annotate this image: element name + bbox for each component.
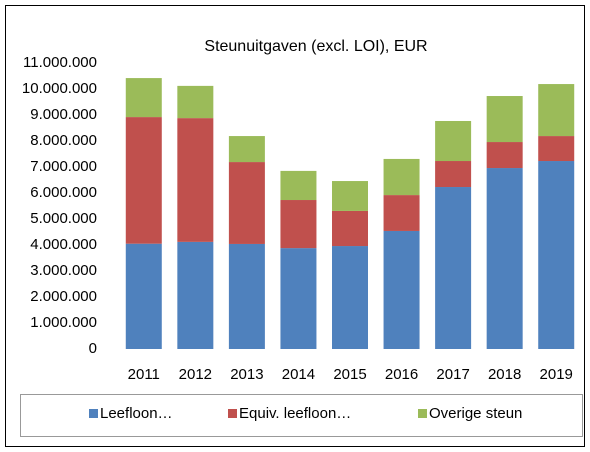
bar-segment xyxy=(125,78,162,118)
bar-segment xyxy=(538,161,575,349)
bar-segment xyxy=(177,118,214,242)
x-tick-label: 2018 xyxy=(488,366,521,383)
bar-segment xyxy=(332,210,368,247)
bar-segment xyxy=(486,168,523,349)
y-tick-label: 7.000.000 xyxy=(30,158,97,175)
bar-segment xyxy=(435,120,472,162)
bar-segment xyxy=(228,162,265,244)
x-tick-label: 2013 xyxy=(230,366,263,383)
bar-segment xyxy=(332,246,368,349)
legend-swatch xyxy=(228,409,237,418)
bar-segment xyxy=(280,200,317,249)
x-tick-label: 2016 xyxy=(385,366,418,383)
y-tick-label: 3.000.000 xyxy=(30,262,97,279)
bar-segment xyxy=(538,136,575,162)
y-tick-label: 10.000.000 xyxy=(22,80,97,97)
bar-segment xyxy=(177,241,214,349)
y-tick-label: 0 xyxy=(89,340,97,357)
bar-segment xyxy=(435,187,472,349)
bar-segment xyxy=(280,248,317,349)
x-tick-label: 2019 xyxy=(540,366,573,383)
legend-box xyxy=(20,394,583,437)
bar-segment xyxy=(228,136,265,163)
legend-label: Overige steun xyxy=(429,405,522,422)
y-tick-label: 9.000.000 xyxy=(30,106,97,123)
bar-segment xyxy=(538,84,575,137)
y-tick-label: 4.000.000 xyxy=(30,236,97,253)
bar-segment xyxy=(486,142,523,169)
bar-segment xyxy=(280,170,317,201)
legend-swatch xyxy=(89,409,98,418)
x-tick-label: 2014 xyxy=(282,366,315,383)
bar-segment xyxy=(383,158,420,196)
bar-segment xyxy=(125,117,162,244)
y-tick-label: 1.000.000 xyxy=(30,314,97,331)
x-tick-label: 2011 xyxy=(128,366,160,383)
y-tick-label: 2.000.000 xyxy=(30,288,97,305)
x-tick-label: 2012 xyxy=(179,366,212,383)
legend-label: Leefloon… xyxy=(100,405,173,422)
bar-segment xyxy=(383,195,420,231)
y-tick-label: 5.000.000 xyxy=(30,210,97,227)
y-tick-label: 6.000.000 xyxy=(30,184,97,201)
legend-swatch xyxy=(418,409,427,418)
chart-title: Steunuitgaven (excl. LOI), EUR xyxy=(204,38,427,55)
bar-segment xyxy=(383,230,420,349)
bar-segment xyxy=(177,85,214,119)
bar-segment xyxy=(332,181,368,211)
y-tick-label: 11.000.000 xyxy=(23,54,97,71)
x-tick-label: 2015 xyxy=(333,366,366,383)
legend-label: Equiv. leefloon… xyxy=(239,405,351,422)
bar-segment xyxy=(228,243,265,349)
bar-segment xyxy=(486,96,523,143)
y-tick-label: 8.000.000 xyxy=(30,132,97,149)
bar-segment xyxy=(125,243,162,349)
x-tick-label: 2017 xyxy=(436,366,469,383)
bar-segment xyxy=(435,161,472,188)
